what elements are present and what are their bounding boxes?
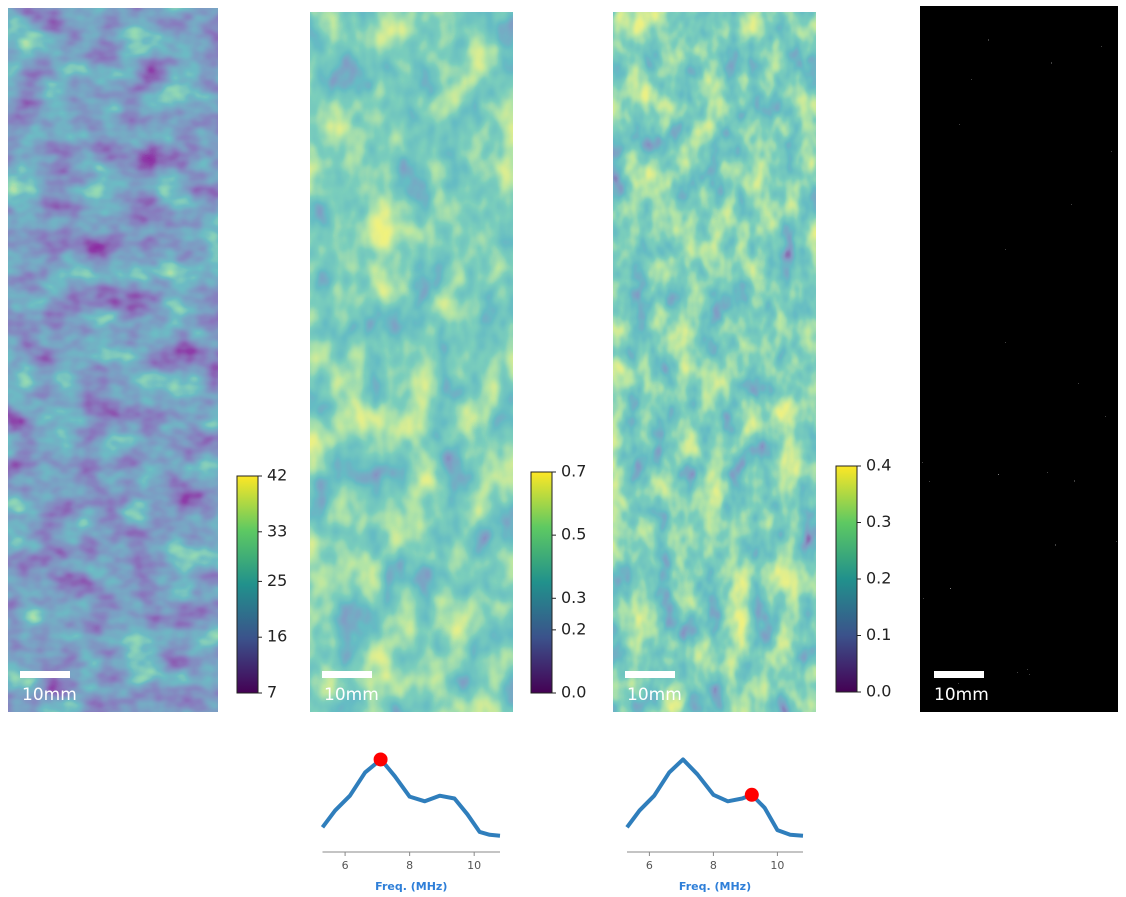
x-tick-label: 6 (342, 859, 349, 872)
colorbar-tick-label: 0.7 (561, 462, 586, 481)
colorbar-tick-label: 0.3 (866, 512, 891, 531)
colorbar-tick-label: 0.2 (866, 569, 891, 588)
binary-image (920, 6, 1118, 712)
colorbar-tick-label: 0.5 (561, 525, 586, 544)
spectrum-line (320, 757, 501, 838)
scale-bar (20, 671, 70, 678)
colorbar-tick-label: 25 (267, 571, 287, 590)
heatmap-image (8, 8, 218, 712)
spectrum-line (625, 757, 804, 838)
peak-marker (373, 752, 388, 767)
x-tick-label: 10 (770, 859, 784, 872)
colorbar-tick-label: 42 (267, 466, 287, 485)
colorbar (530, 471, 553, 694)
scale-label: 10mm (627, 685, 682, 705)
x-tick-label: 8 (710, 859, 717, 872)
colorbar-tick-label: 0.2 (561, 619, 586, 638)
colorbar-tick-label: 0.0 (866, 682, 891, 701)
x-tick-label: 10 (467, 859, 481, 872)
scale-label: 10mm (22, 685, 77, 705)
x-tick-label: 6 (646, 859, 653, 872)
x-axis-label: Freq. (MHz) (375, 880, 447, 893)
colorbar-tick-label: 0.1 (866, 625, 891, 644)
heatmap-image (613, 12, 816, 712)
colorbar-tick-label: 0.4 (866, 456, 891, 475)
colorbar-tick-label: 16 (267, 627, 287, 646)
colorbar (236, 475, 259, 694)
scale-bar (625, 671, 675, 678)
colorbar-tick-label: 7 (267, 683, 277, 702)
scale-label: 10mm (934, 685, 989, 705)
colorbar-tick-label: 33 (267, 521, 287, 540)
colorbar-tick-label: 0.0 (561, 683, 586, 702)
x-tick-label: 8 (406, 859, 413, 872)
peak-marker (744, 787, 759, 802)
x-axis-label: Freq. (MHz) (679, 880, 751, 893)
scale-label: 10mm (324, 685, 379, 705)
scale-bar (934, 671, 984, 678)
heatmap-image (310, 12, 513, 712)
scale-bar (322, 671, 372, 678)
colorbar (835, 465, 858, 693)
colorbar-tick-label: 0.3 (561, 588, 586, 607)
